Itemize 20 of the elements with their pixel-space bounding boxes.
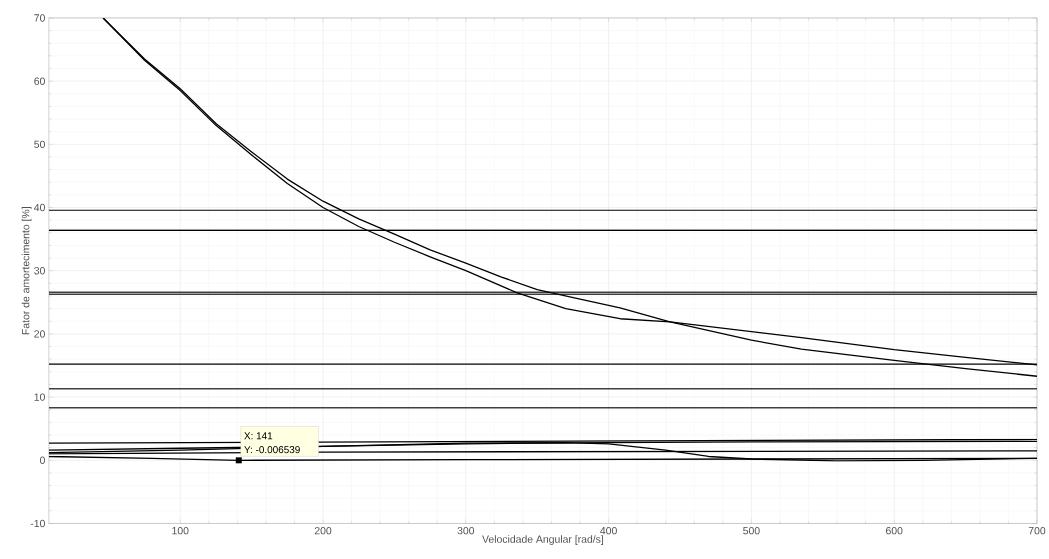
annotation: X: 141 — [244, 432, 273, 440]
y-tick-label: 0 — [39, 456, 45, 464]
x-tick-label: 400 — [600, 526, 617, 535]
y-tick-label: 10 — [34, 393, 45, 401]
x-tick-label: 600 — [886, 526, 903, 535]
y-tick-label: 20 — [34, 330, 45, 338]
y-tick-label: 40 — [33, 203, 45, 212]
y-tick-label: 60 — [34, 77, 45, 85]
x-tick-label: 500 — [743, 526, 760, 535]
x-tick-label: 100 — [172, 526, 189, 535]
y-tick-label: -10 — [30, 519, 45, 527]
x-tick-label: 700 — [1028, 526, 1046, 535]
y-tick-label: 30 — [34, 266, 45, 275]
y-tick-label: 70 — [34, 14, 45, 22]
y-tick-label: 50 — [34, 140, 45, 148]
y-axis-title: Fator de amortecimento [%] — [21, 206, 32, 335]
annotation: Y: -0.006539 — [244, 445, 300, 453]
x-tick-label: 200 — [314, 526, 332, 535]
x-tick-label: 300 — [457, 526, 475, 535]
x-axis-title: Velocidade Angular [rad/s] — [482, 535, 604, 545]
